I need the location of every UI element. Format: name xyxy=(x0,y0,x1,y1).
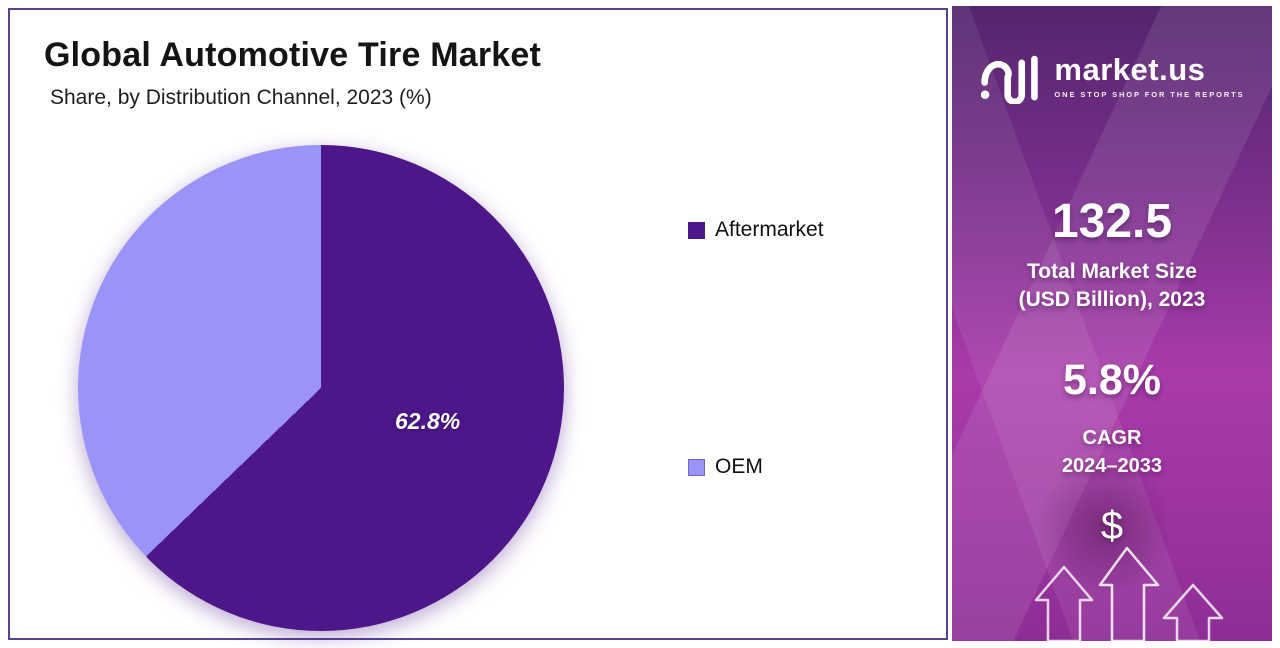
cagr-value: 5.8% xyxy=(1062,356,1161,404)
legend-item-aftermarket: Aftermarket xyxy=(688,218,824,242)
chart-subtitle: Share, by Distribution Channel, 2023 (%) xyxy=(50,86,432,109)
legend-item-oem: OEM xyxy=(688,455,763,479)
market-size-value: 132.5 xyxy=(1051,195,1173,248)
page-title: Global Automotive Tire Market xyxy=(44,36,542,74)
pie-slice-value-label: 62.8% xyxy=(395,408,461,434)
brand-name: market.us xyxy=(1054,51,1206,87)
chart-legend: Aftermarket OEM xyxy=(688,10,928,638)
legend-swatch-oem xyxy=(688,458,705,476)
brand-sidebar: market.us ONE STOP SHOP FOR THE REPORTS … xyxy=(952,6,1272,641)
dollar-icon: $ xyxy=(1100,504,1124,548)
brand-block: market.us ONE STOP SHOP FOR THE REPORTS xyxy=(952,48,1272,104)
chart-panel: Global Automotive Tire Market Share, by … xyxy=(8,8,948,640)
market-us-logo-icon xyxy=(981,55,1039,104)
cagr-caption: CAGR 2024–2033 xyxy=(1061,427,1163,477)
brand-text: market.us ONE STOP SHOP FOR THE REPORTS xyxy=(1054,54,1244,99)
growth-arrows-icon xyxy=(1034,546,1224,641)
market-size-caption: Total Market Size (USD Billion), 2023 xyxy=(1018,260,1206,312)
legend-label-oem: OEM xyxy=(715,455,763,478)
brand-tagline: ONE STOP SHOP FOR THE REPORTS xyxy=(1054,89,1245,99)
pie-chart xyxy=(78,145,564,631)
legend-label-aftermarket: Aftermarket xyxy=(715,218,824,241)
legend-swatch-aftermarket xyxy=(688,221,705,239)
